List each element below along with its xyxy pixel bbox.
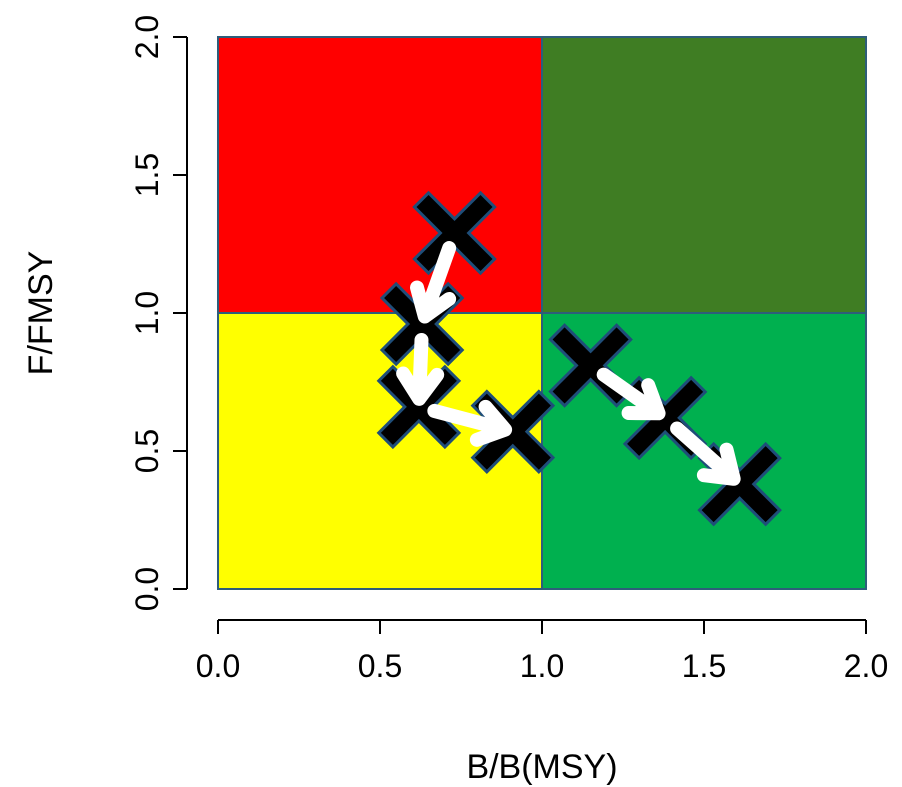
x-tick-label-4: 2.0	[844, 648, 888, 684]
quadrant-1	[217, 36, 543, 314]
x-tick-label-2: 1.0	[520, 648, 564, 684]
arrow-2-1	[596, 367, 666, 421]
marker-1-1	[412, 190, 497, 276]
y-tick-label-4: 2.0	[129, 15, 165, 59]
arrow-2-2	[670, 421, 741, 486]
arrow-layer	[396, 241, 741, 486]
marker-body	[380, 368, 457, 445]
y-tick-label-3: 1.5	[129, 153, 165, 197]
arrow-1-2	[396, 333, 445, 406]
x-axis-title: B/B(MSY)	[466, 748, 617, 786]
arrow-1-3	[427, 399, 513, 447]
marker-1-3	[376, 364, 462, 450]
arrow-1-1	[410, 241, 457, 324]
x-tick-label-3: 1.5	[682, 648, 726, 684]
y-tick-label-1: 0.5	[129, 429, 165, 473]
axes: 0.0 0.5 1.0 1.5 2.0 0.0 0.5 1.0 1.5 2.0	[129, 15, 888, 684]
quadrant-2	[541, 36, 867, 314]
x-tick-label-0: 0.0	[196, 648, 240, 684]
marker-body	[416, 194, 493, 271]
y-axis-title: F/FMSY	[22, 251, 60, 376]
y-tick-label-2: 1.0	[129, 291, 165, 335]
y-tick-label-0: 0.0	[129, 567, 165, 611]
x-tick-label-1: 0.5	[358, 648, 402, 684]
